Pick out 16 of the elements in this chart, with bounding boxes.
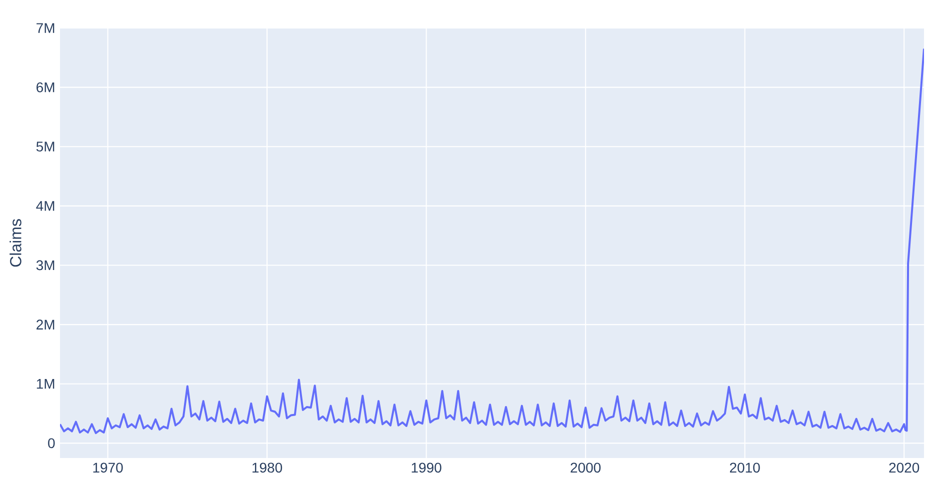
x-tick-label: 2000 [570,462,601,473]
y-tick-label: 0 [48,438,55,448]
y-tick-label: 3M [36,260,54,270]
y-tick-label: 7M [36,23,54,33]
y-tick-label: 1M [36,379,54,389]
x-tick-label: 1980 [252,462,282,473]
y-axis-title: Claims [10,219,22,267]
y-tick-label: 5M [36,142,54,152]
x-tick-label: 1990 [412,462,442,473]
x-tick-label: 1970 [93,462,123,473]
line-series [60,48,924,434]
x-tick-label: 2020 [889,462,920,473]
y-tick-label: 2M [36,320,54,330]
x-tick-label: 2010 [730,462,760,473]
y-tick-label: 6M [36,82,54,92]
y-tick-label: 4M [36,201,54,211]
